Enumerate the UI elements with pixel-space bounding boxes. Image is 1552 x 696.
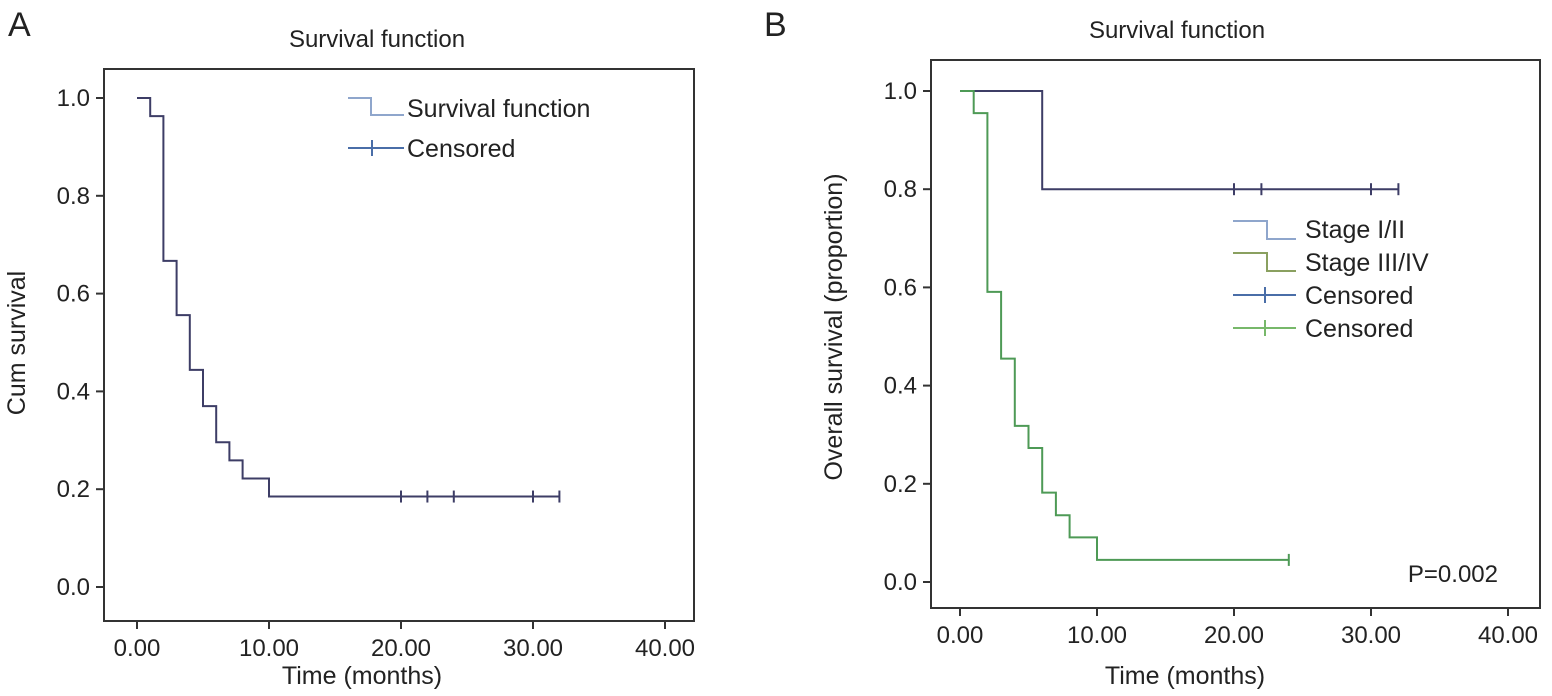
plot-frame bbox=[104, 69, 694, 621]
x-tick-label: 10.00 bbox=[1067, 622, 1127, 649]
x-tick-label: 20.00 bbox=[371, 635, 431, 662]
y-tick-label: 0.2 bbox=[57, 476, 90, 503]
survival-step-line bbox=[960, 91, 1398, 189]
x-tick-label: 30.00 bbox=[1341, 622, 1401, 649]
legend-swatch-step bbox=[1233, 253, 1296, 271]
legend-label: Censored bbox=[1305, 315, 1413, 343]
legend: Survival function Censored bbox=[348, 95, 590, 163]
panel-label: A bbox=[8, 6, 31, 44]
legend-label: Survival function bbox=[407, 95, 590, 123]
panel-label: B bbox=[764, 6, 787, 44]
y-tick-label: 0.8 bbox=[884, 176, 917, 203]
legend-item: Censored bbox=[1233, 315, 1413, 343]
x-tick-label: 20.00 bbox=[1204, 622, 1264, 649]
chart-title: Survival function bbox=[289, 26, 465, 53]
x-tick-label: 40.00 bbox=[1478, 622, 1538, 649]
y-axis-label: Overall survival (proportion) bbox=[820, 173, 848, 480]
legend: Stage I/II Stage III/IV Censored Censore… bbox=[1233, 216, 1429, 343]
y-tick-label: 0.6 bbox=[57, 281, 90, 308]
x-tick-label: 0.00 bbox=[937, 622, 984, 649]
legend-swatch-step bbox=[1233, 221, 1296, 239]
legend-item: Censored bbox=[348, 135, 515, 163]
x-tick-label: 10.00 bbox=[239, 635, 299, 662]
y-tick-label: 0.0 bbox=[57, 574, 90, 601]
y-tick-label: 0.2 bbox=[884, 471, 917, 498]
legend-item: Survival function bbox=[348, 95, 590, 123]
legend-label: Censored bbox=[407, 135, 515, 163]
x-axis-label: Time (months) bbox=[282, 662, 442, 690]
legend-swatch-step bbox=[348, 98, 404, 115]
y-tick-label: 1.0 bbox=[884, 78, 917, 105]
legend-label: Censored bbox=[1305, 282, 1413, 310]
p-value-annotation: P=0.002 bbox=[1408, 561, 1498, 588]
y-tick-label: 0.0 bbox=[884, 569, 917, 596]
y-tick-label: 0.4 bbox=[57, 378, 90, 405]
y-tick-label: 1.0 bbox=[57, 85, 90, 112]
legend-item: Stage I/II bbox=[1233, 216, 1405, 244]
legend-label: Stage III/IV bbox=[1305, 249, 1429, 277]
chart-title: Survival function bbox=[1089, 17, 1265, 44]
y-axis-label: Cum survival bbox=[3, 271, 31, 415]
x-ticks: 0.00 10.00 20.00 30.00 40.00 bbox=[937, 608, 1538, 649]
chart-panel-a: A Survival function 0.00 10.00 20.00 30.00 4… bbox=[3, 6, 695, 690]
y-tick-label: 0.4 bbox=[884, 373, 917, 400]
x-tick-label: 0.00 bbox=[114, 635, 161, 662]
y-ticks: 0.0 0.2 0.4 0.6 0.8 1.0 bbox=[57, 85, 104, 601]
y-tick-label: 0.6 bbox=[884, 274, 917, 301]
x-ticks: 0.00 10.00 20.00 30.00 40.00 bbox=[114, 621, 695, 662]
legend-item: Stage III/IV bbox=[1233, 249, 1429, 277]
plot-frame bbox=[931, 60, 1540, 608]
chart-panel-b: B Survival function 0.00 10.00 20.00 30.00 4… bbox=[764, 6, 1540, 690]
legend-label: Stage I/II bbox=[1305, 216, 1405, 244]
figure: A Survival function 0.00 10.00 20.00 30.00 4… bbox=[0, 0, 1552, 696]
x-axis-label: Time (months) bbox=[1105, 662, 1265, 690]
legend-item: Censored bbox=[1233, 282, 1413, 310]
y-tick-label: 0.8 bbox=[57, 183, 90, 210]
x-tick-label: 40.00 bbox=[635, 635, 695, 662]
y-ticks: 0.0 0.2 0.4 0.6 0.8 1.0 bbox=[884, 78, 931, 596]
x-tick-label: 30.00 bbox=[503, 635, 563, 662]
survival-step-line bbox=[960, 91, 1289, 560]
